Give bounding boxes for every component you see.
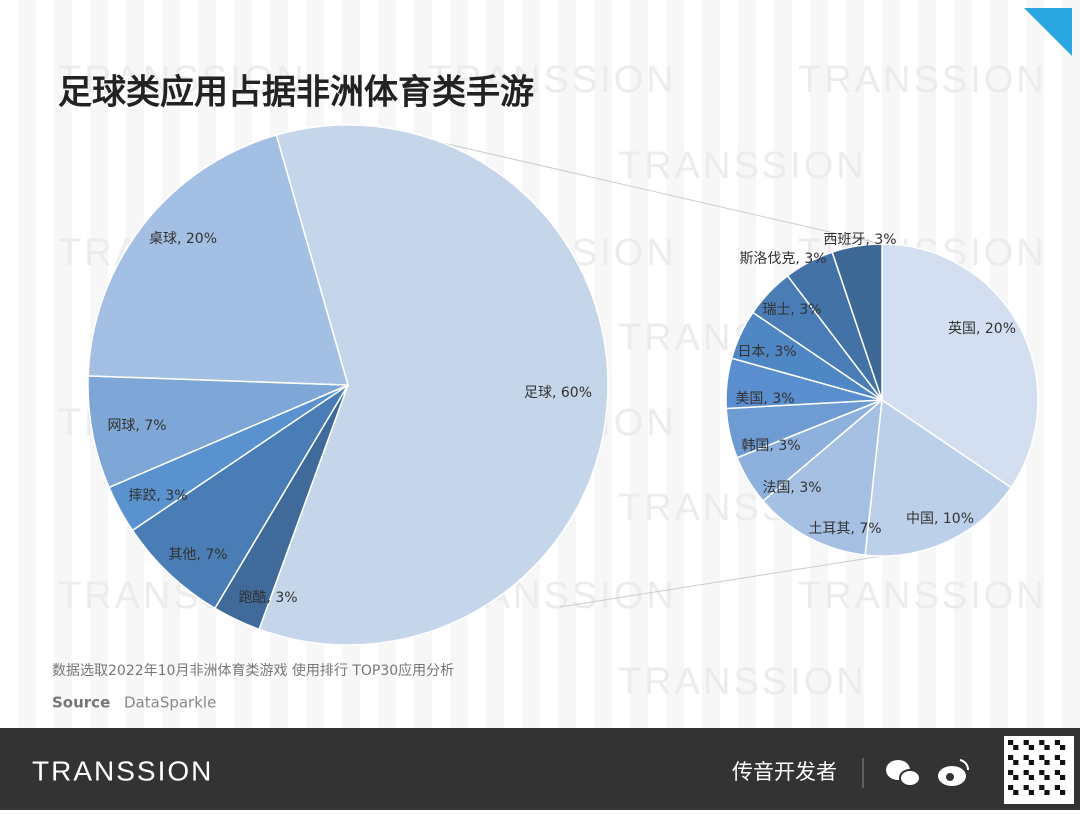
watermark: TRANSSION xyxy=(58,59,307,101)
qr-cell xyxy=(1039,770,1045,775)
qr-cell xyxy=(1023,785,1029,790)
data-label: 西班牙, 3% xyxy=(823,232,896,248)
qr-cell xyxy=(1023,755,1029,760)
qr-cell xyxy=(1039,740,1045,745)
qr-cell xyxy=(1008,785,1014,790)
data-label: 韩国, 3% xyxy=(741,438,800,454)
pie-slice xyxy=(87,375,349,489)
qr-cell xyxy=(1054,740,1060,745)
qr-cell xyxy=(1013,790,1019,795)
title: 足球类应用占据非洲体育类手游 xyxy=(58,73,534,113)
pie-slice xyxy=(881,243,1039,489)
qr-pattern xyxy=(1008,740,1066,795)
qr-cell xyxy=(1039,785,1045,790)
qr-cell xyxy=(1054,785,1060,790)
qr-cell xyxy=(1060,760,1066,765)
charts: 足球, 60% 跑酷, 3% 其他, 7% 摔跤, 3% 网球, 7% 桌球, 20% 英国… xyxy=(87,124,1039,646)
watermark: TRANSSION xyxy=(618,661,867,703)
qr-cell xyxy=(1013,745,1019,750)
qr-cell xyxy=(1060,790,1066,795)
qr-cell xyxy=(1028,745,1034,750)
pie-slice xyxy=(87,134,350,386)
qr-cell xyxy=(1008,740,1014,745)
qr-cell xyxy=(1044,790,1050,795)
pie-slice xyxy=(831,243,883,401)
connector xyxy=(429,139,883,245)
watermark: TRANSSION xyxy=(798,575,1047,617)
watermark: TRANSSION xyxy=(428,59,677,101)
qr-cell xyxy=(1060,775,1066,780)
qr-cell xyxy=(1023,770,1029,775)
pie-slice xyxy=(762,398,883,556)
data-label: 斯洛伐克, 3% xyxy=(739,251,826,267)
wechat-icon[interactable] xyxy=(886,760,921,787)
qr-cell xyxy=(1028,760,1034,765)
pie-slice xyxy=(258,124,609,646)
qr-cell xyxy=(1044,745,1050,750)
qr-cell xyxy=(1008,755,1014,760)
qr-cell xyxy=(1028,775,1034,780)
corner-mark xyxy=(1024,8,1072,56)
data-label: 摔跤, 3% xyxy=(128,487,187,504)
qr-cell xyxy=(1054,755,1060,760)
watermark: TRANSSION xyxy=(798,59,1047,101)
data-label: 中国, 10% xyxy=(906,511,974,527)
qr-cell xyxy=(1060,745,1066,750)
data-label: 美国, 3% xyxy=(735,391,794,407)
qr-cell xyxy=(1023,740,1029,745)
source-label: Source xyxy=(52,694,110,712)
qr-cell xyxy=(1013,775,1019,780)
connector xyxy=(559,555,883,608)
pie-slice xyxy=(131,384,349,610)
data-label: 法国, 3% xyxy=(762,480,821,496)
qr-cell xyxy=(1044,760,1050,765)
data-label: 足球, 60% xyxy=(524,385,592,401)
qr-cell xyxy=(1044,775,1050,780)
data-label: 桌球, 20% xyxy=(149,231,217,247)
data-label: 跑酷, 3% xyxy=(238,590,297,606)
data-label: 英国, 20% xyxy=(948,320,1016,337)
footer-channel: 传音开发者 xyxy=(732,760,837,784)
qr-cell xyxy=(1028,790,1034,795)
data-label: 瑞士, 3% xyxy=(762,302,821,318)
pie-slice xyxy=(864,398,1013,557)
data-label: 土耳其, 7% xyxy=(808,521,881,537)
data-label: 日本, 3% xyxy=(737,344,796,360)
qr-cell xyxy=(1039,755,1045,760)
source: DataSparkle xyxy=(124,694,216,712)
note: 数据选取2022年10月非洲体育类游戏 使用排行 TOP30应用分析 xyxy=(52,662,454,679)
qr-cell xyxy=(1008,770,1014,775)
data-label: 网球, 7% xyxy=(107,418,166,434)
watermark: TRANSSION xyxy=(618,145,867,187)
data-label: 其他, 7% xyxy=(168,547,227,563)
weibo-icon[interactable] xyxy=(938,759,970,786)
qr-cell xyxy=(1054,770,1060,775)
qr-cell xyxy=(1013,760,1019,765)
footer-brand: TRANSSION xyxy=(32,755,213,786)
